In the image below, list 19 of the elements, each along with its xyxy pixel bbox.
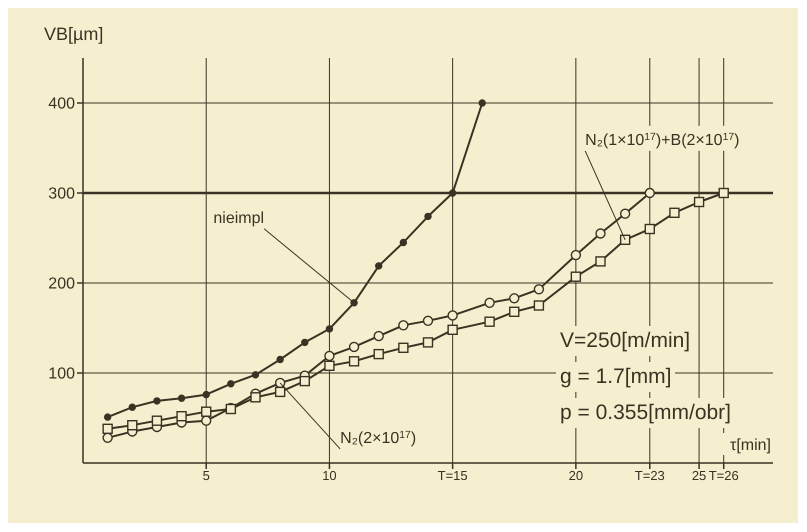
y-tick-label: 300 — [48, 186, 76, 203]
x-tick-label: T=26 — [708, 468, 739, 484]
x-tick-label: 5 — [202, 468, 210, 484]
x-axis-title: τ[min] — [730, 437, 771, 454]
x-tick-label: 25 — [692, 468, 706, 484]
x-tick-label: T=15 — [438, 468, 468, 484]
x-tick-label: 20 — [568, 468, 584, 484]
text: nieimpl — [213, 210, 264, 227]
text: N₂(1×10$^{17}$)+B(2×10$^{17}$) — [585, 131, 740, 149]
y-tick-label: 100 — [48, 366, 76, 383]
text: N₂(2×10$^{17}$) — [340, 429, 416, 447]
annotation: g = 1.7[mm] — [556, 362, 676, 392]
y-tick-label: 400 — [48, 96, 76, 113]
annotation: V=250[m/min] — [556, 326, 694, 356]
x-tick-label: T=23 — [634, 468, 665, 484]
y-axis-title: VB[µm] — [44, 24, 104, 44]
y-tick-label: 200 — [48, 276, 76, 293]
annotation: p = 0.355[mm/obr] — [556, 398, 736, 428]
x-tick-label: 10 — [322, 468, 337, 484]
